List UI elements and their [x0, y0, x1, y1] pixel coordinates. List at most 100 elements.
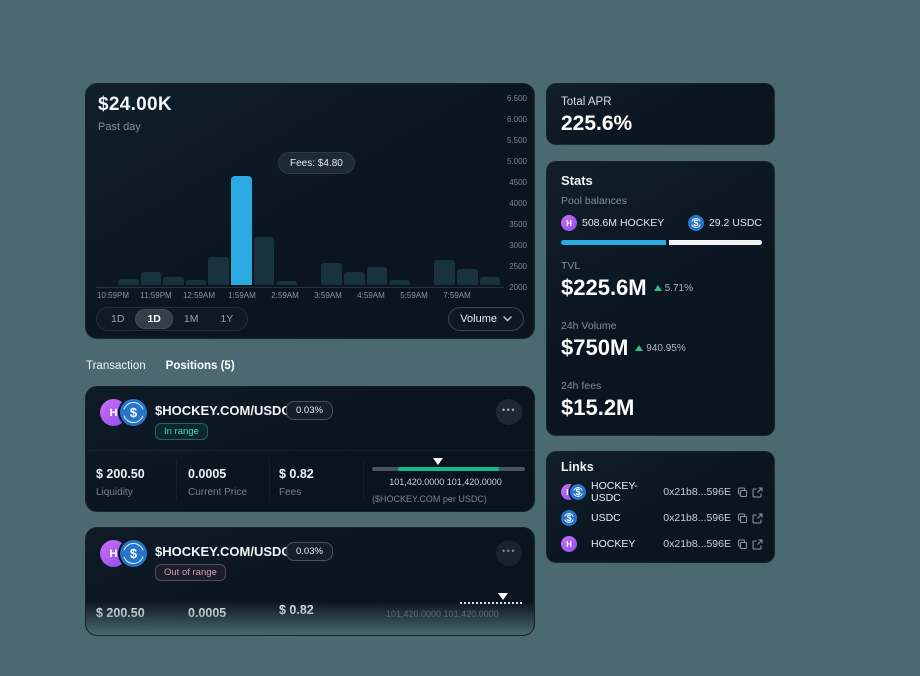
chart-bar[interactable] [118, 279, 139, 285]
total-apr-card: Total APR 225.6% [546, 83, 775, 145]
liquidity-value: $ 200.50 [96, 467, 145, 481]
chevron-down-icon [503, 316, 512, 322]
total-apr-label: Total APR [561, 96, 612, 108]
external-link-icon[interactable] [752, 487, 763, 498]
chart-bar-highlighted[interactable] [231, 176, 252, 285]
chart-bar[interactable] [253, 236, 275, 285]
positions-tabs: Transaction Positions (5) [86, 360, 235, 372]
link-address: 0x21b8...596E [663, 486, 731, 498]
more-options-button[interactable]: ••• [496, 540, 522, 566]
fee-tier-badge: 0.03% [286, 401, 333, 420]
chart-bar[interactable] [457, 269, 478, 285]
copy-icon[interactable] [737, 513, 748, 524]
position-card-in-range[interactable]: H $ $HOCKEY.COM/USDC 0.03% In range ••• … [85, 386, 535, 512]
usdc-balance-segment [668, 240, 762, 245]
total-apr-value: 225.6% [561, 112, 633, 135]
range-bounds: 101,420.0000 101,420.0000 [389, 477, 502, 487]
fees-24h-label: 24h fees [561, 380, 602, 392]
volume-24h-label: 24h Volume [561, 320, 617, 332]
chart-total-value: $24.00K [98, 94, 172, 115]
tvl-label: TVL [561, 260, 581, 272]
usdc-balance: $ 29.2 USDC [687, 215, 762, 231]
liquidity-label: Liquidity [96, 487, 133, 498]
x-tick-label: 5:59AM [400, 291, 428, 300]
tvl-value: $225.6M [561, 275, 647, 300]
position-card-out-of-range[interactable]: H $ $HOCKEY.COM/USDC 0.03% Out of range … [85, 527, 535, 636]
copy-icon[interactable] [737, 539, 748, 550]
hockey-balance-amount: 508.6M HOCKEY [582, 217, 665, 229]
divider [269, 459, 270, 501]
link-row-hockey: H HOCKEY 0x21b8...596E [561, 535, 763, 553]
out-of-range-badge: Out of range [155, 564, 226, 581]
range-option-1m[interactable]: 1M [183, 313, 199, 325]
y-tick-label: 2000 [509, 283, 527, 292]
chart-tooltip: Fees: $4.80 [278, 152, 355, 174]
usdc-coin-icon: $ [561, 510, 577, 526]
chart-bar[interactable] [389, 279, 410, 285]
external-link-icon[interactable] [752, 513, 763, 524]
volume-dropdown-label: Volume [460, 313, 497, 325]
pair-title: $HOCKEY.COM/USDC [155, 544, 291, 559]
chart-bar[interactable] [434, 260, 455, 285]
usdc-coin-icon: $ [120, 540, 147, 567]
pool-balances-label: Pool balances [561, 195, 627, 207]
chart-bar[interactable] [185, 279, 207, 285]
y-axis-ticks: 6.500 6.000 5.500 5.000 4500 4000 3500 3000 2500… [507, 88, 527, 298]
stats-title: Stats [561, 173, 593, 188]
fee-tier-badge: 0.03% [286, 542, 333, 561]
y-tick-label: 3000 [509, 241, 527, 250]
current-price-value: 0.0005 [188, 467, 227, 481]
range-track-dashed [460, 602, 522, 604]
divider [176, 459, 177, 501]
chart-bar[interactable] [321, 262, 342, 285]
more-options-button[interactable]: ••• [496, 399, 522, 425]
range-option-1d[interactable]: 1D [111, 313, 125, 325]
x-tick-label: 11:59PM [140, 291, 172, 300]
range-unit: ($HOCKEY.COM per USDC) [372, 494, 487, 504]
range-option-1d-active[interactable]: 1D [135, 309, 173, 329]
usdc-coin-icon: $ [120, 399, 147, 426]
range-fill [398, 467, 499, 471]
token-pair-icons: H $ [100, 540, 148, 567]
copy-icon[interactable] [737, 487, 748, 498]
y-tick-label: 4000 [509, 199, 527, 208]
y-tick-label: 5.000 [506, 157, 527, 166]
tab-positions[interactable]: Positions (5) [165, 360, 235, 372]
current-price-marker-icon [432, 458, 443, 465]
fees-24h-value-row: $15.2M [561, 395, 634, 421]
links-card: Links H $ HOCKEY-USDC 0x21b8...596E $ US… [546, 451, 775, 563]
chart-bar[interactable] [344, 271, 365, 285]
link-row-usdc: $ USDC 0x21b8...596E [561, 509, 763, 527]
links-title: Links [561, 460, 594, 474]
link-row-pool: H $ HOCKEY-USDC 0x21b8...596E [561, 480, 763, 504]
chart-bar[interactable] [163, 276, 184, 285]
up-triangle-icon [653, 285, 662, 291]
time-range-selector: 1D 1D 1M 1Y [96, 307, 249, 331]
chart-bar[interactable] [479, 277, 501, 285]
chart-bar[interactable] [276, 280, 297, 285]
divider [363, 459, 364, 501]
pool-balance-bar [561, 240, 762, 245]
range-option-1y[interactable]: 1Y [220, 313, 234, 325]
x-tick-label: 7:59AM [443, 291, 471, 300]
link-address: 0x21b8...596E [663, 512, 731, 524]
chart-bar[interactable] [208, 257, 229, 285]
fees-24h-value: $15.2M [561, 395, 635, 420]
link-name: HOCKEY [591, 538, 636, 550]
volume-dropdown[interactable]: Volume [448, 307, 524, 331]
chart-bar[interactable] [366, 266, 388, 285]
current-price-value: 0.0005 [188, 606, 227, 620]
x-tick-label: 4:59AM [357, 291, 385, 300]
token-pair-icons: H $ [561, 484, 587, 500]
link-name: HOCKEY-USDC [591, 480, 638, 504]
hockey-balance-segment [561, 240, 666, 245]
external-link-icon[interactable] [752, 539, 763, 550]
tvl-change: 5.71% [653, 283, 693, 294]
y-tick-label: 3500 [509, 220, 527, 229]
hockey-coin-icon: H [561, 215, 577, 231]
hockey-coin-icon: H [561, 536, 577, 552]
range-bounds: 101,420.0000 101,420.0000 [386, 609, 499, 619]
y-tick-label: 4500 [509, 178, 527, 187]
chart-bar[interactable] [140, 271, 162, 285]
tab-transaction[interactable]: Transaction [86, 360, 146, 372]
